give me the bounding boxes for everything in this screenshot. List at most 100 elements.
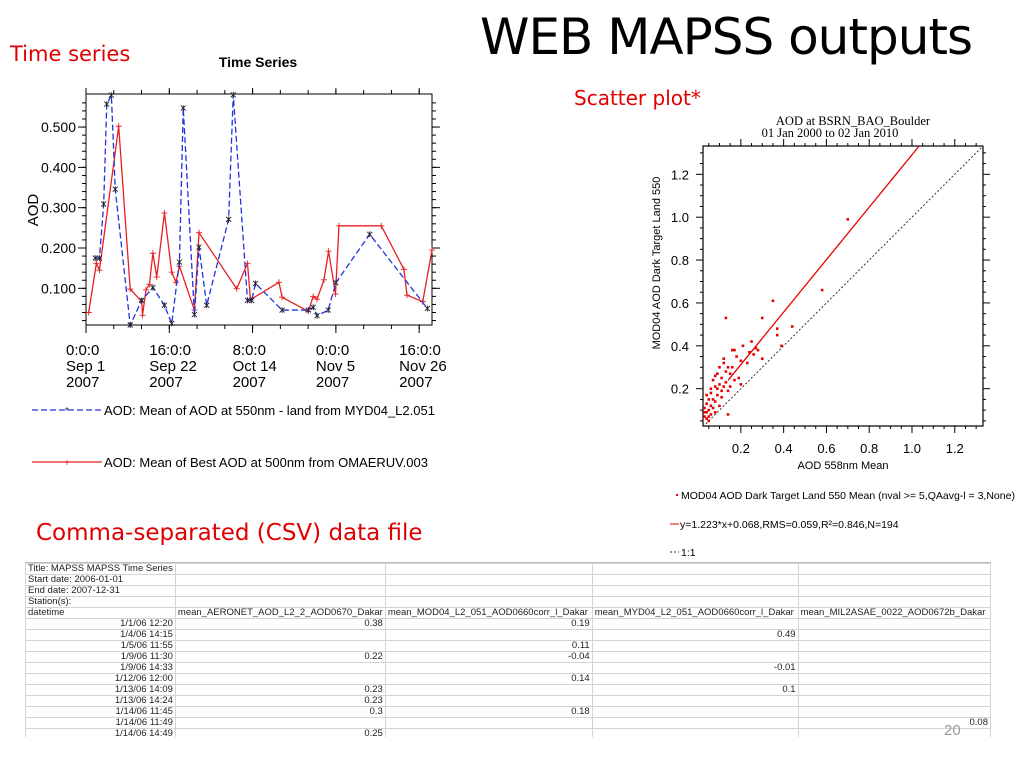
x-tick-label: Nov 26 xyxy=(399,358,447,375)
data-point xyxy=(146,281,153,288)
table-cell xyxy=(797,728,991,737)
table-cell xyxy=(591,574,799,586)
table-cell xyxy=(797,695,991,707)
data-point xyxy=(716,387,719,390)
table-cell xyxy=(174,640,386,652)
data-point xyxy=(754,346,758,350)
data-point xyxy=(713,400,717,403)
data-point xyxy=(724,316,728,320)
data-point xyxy=(722,361,726,365)
data-point xyxy=(244,297,251,304)
data-point xyxy=(713,385,717,388)
data-point xyxy=(142,286,149,293)
table-row: 1/13/06 14:09 0.23 0.1 xyxy=(25,684,991,696)
y-tick-label: 0.300 xyxy=(41,200,76,216)
data-point xyxy=(711,406,715,410)
table-cell: 1/1/06 12:20 xyxy=(25,618,176,630)
legend-label: MOD04 AOD Dark Target Land 550 Mean (nva… xyxy=(681,490,1015,502)
data-point xyxy=(709,387,713,390)
x-tick-label: 0:0:0 xyxy=(66,342,99,359)
table-cell: 1/9/06 11:30 xyxy=(25,651,176,663)
table-cell: 0.19 xyxy=(384,618,593,630)
table-cell xyxy=(797,618,991,630)
meta-row: Start date: 2006-01-01 xyxy=(25,574,991,586)
table-cell xyxy=(591,563,799,575)
table-row: 1/14/06 14:49 0.25 xyxy=(25,728,991,737)
table-row: 1/5/06 11:55 0.11 xyxy=(25,640,991,652)
table-cell xyxy=(384,574,593,586)
table-cell: 1/5/06 11:55 xyxy=(25,640,176,652)
one-to-one-line xyxy=(702,145,984,427)
table-cell: 0.23 xyxy=(174,684,386,696)
slide-title: WEB MAPSS outputs xyxy=(480,8,973,66)
x-tick-label: Sep 22 xyxy=(149,358,197,375)
data-point xyxy=(718,404,721,408)
table-cell xyxy=(797,651,991,663)
chart-subtitle: 01 Jan 2000 to 02 Jan 2010 xyxy=(762,126,899,140)
table-cell xyxy=(591,585,799,597)
data-point xyxy=(705,417,708,421)
data-point xyxy=(103,101,110,108)
table-cell: 0.08 xyxy=(797,717,991,729)
x-tick-label: 0.8 xyxy=(860,441,878,456)
data-point xyxy=(335,222,342,229)
data-point xyxy=(790,325,794,328)
y-axis-label: AOD xyxy=(25,194,42,227)
data-point xyxy=(716,393,719,397)
data-point xyxy=(115,123,122,130)
x-tick-label: 0:0:0 xyxy=(316,342,349,359)
table-cell xyxy=(174,596,386,608)
x-tick-label: 2007 xyxy=(399,374,432,391)
data-point xyxy=(760,316,764,320)
plot-frame xyxy=(702,145,984,427)
data-point xyxy=(733,348,736,352)
data-point xyxy=(731,348,734,352)
fit-line xyxy=(727,145,920,381)
table-cell xyxy=(797,662,991,674)
header-row: datetime mean_AERONET_AOD_L2_2_AOD0670_Da… xyxy=(25,607,991,619)
legend-marker: * xyxy=(65,406,69,417)
table-cell: 0.49 xyxy=(591,629,799,641)
data-point xyxy=(314,296,321,303)
data-point xyxy=(713,374,717,378)
data-point xyxy=(230,91,237,98)
table-cell: 0.25 xyxy=(174,728,386,737)
data-point xyxy=(85,309,92,316)
table-cell xyxy=(384,728,593,737)
table-cell xyxy=(591,618,799,630)
table-cell: 0.14 xyxy=(384,673,593,685)
legend-label: y=1.223*x+0.068,RMS=0.059,R²=0.846,N=194 xyxy=(680,519,899,531)
table-cell: datetime xyxy=(25,607,176,619)
table-cell xyxy=(174,673,386,685)
data-point xyxy=(733,378,736,382)
table-cell xyxy=(174,629,386,641)
data-point xyxy=(726,413,730,416)
table-cell xyxy=(797,585,991,597)
data-point xyxy=(771,299,775,303)
data-point xyxy=(707,398,711,401)
table-cell: 0.18 xyxy=(384,706,593,718)
table-cell xyxy=(591,596,799,608)
data-point xyxy=(400,266,407,273)
data-point xyxy=(366,231,373,238)
data-point xyxy=(248,297,255,304)
data-point xyxy=(429,247,435,254)
data-point xyxy=(703,415,706,418)
data-point xyxy=(191,311,198,318)
data-point xyxy=(707,408,711,412)
data-point xyxy=(705,410,708,414)
table-cell: 1/14/06 14:49 xyxy=(25,728,176,737)
table-cell: 0.11 xyxy=(384,640,593,652)
scatter-heading: Scatter plot* xyxy=(574,86,701,110)
x-tick-label: 0.2 xyxy=(732,441,750,456)
table-row: 1/4/06 14:15 0.49 xyxy=(25,629,991,641)
data-point xyxy=(161,209,168,216)
data-point xyxy=(705,402,708,406)
data-point xyxy=(139,312,146,319)
data-point xyxy=(424,305,431,312)
table-cell xyxy=(384,585,593,597)
table-cell: mean_MOD04_L2_051_AOD0660corr_l_Dakar xyxy=(384,607,593,619)
csv-heading: Comma-separated (CSV) data file xyxy=(36,520,423,546)
